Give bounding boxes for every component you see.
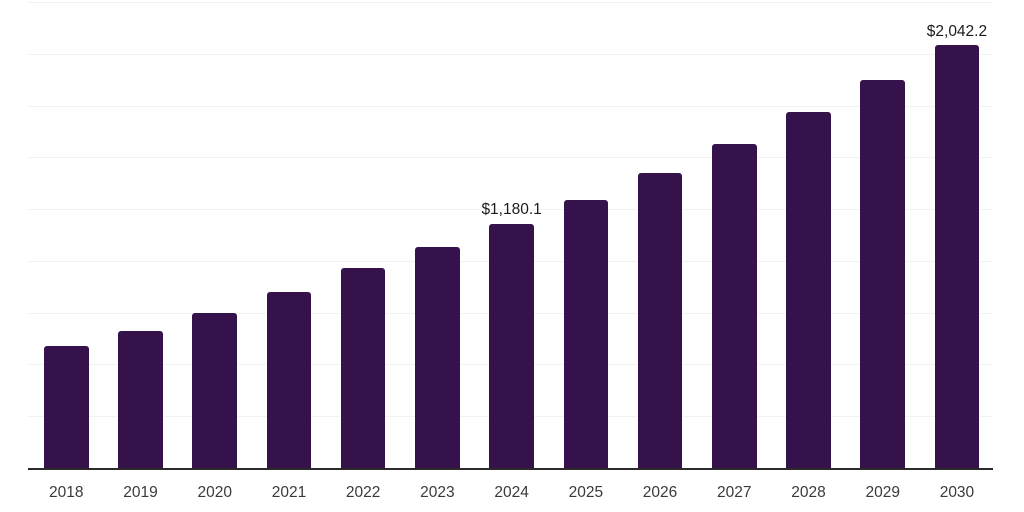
x-tick-label-2023: 2023 (420, 484, 455, 501)
gridline (28, 53, 993, 55)
bar-2026 (637, 172, 683, 468)
x-tick-label-2030: 2030 (939, 484, 975, 501)
x-tick-label-2019: 2019 (123, 484, 158, 501)
x-tick-label-2021: 2021 (271, 484, 307, 501)
bar-2023 (415, 247, 460, 468)
bar-2021 (266, 292, 312, 468)
bar-2019 (118, 331, 163, 468)
gridline (28, 157, 993, 159)
bar-2027 (712, 143, 757, 468)
bar-2025 (563, 199, 609, 468)
data-label-2024: $1,180.1 (481, 201, 542, 219)
x-tick-label-2024: 2024 (494, 484, 529, 501)
x-tick-label-2020: 2020 (197, 484, 232, 501)
bar-2024 (489, 223, 534, 468)
x-tick-label-2022: 2022 (345, 484, 381, 501)
bar-2030 (934, 45, 980, 468)
bar-2028 (786, 112, 831, 468)
gridline (28, 209, 993, 211)
gridline (28, 105, 993, 107)
x-tick-label-2026: 2026 (642, 484, 678, 501)
x-tick-label-2029: 2029 (865, 484, 900, 501)
x-tick-label-2018: 2018 (49, 484, 84, 501)
x-axis-line (28, 468, 993, 470)
x-tick-label-2025: 2025 (568, 484, 604, 501)
data-label-2030: $2,042.2 (926, 22, 988, 40)
x-tick-label-2028: 2028 (791, 484, 826, 501)
bar-2029 (860, 80, 905, 468)
bar-2020 (192, 313, 237, 468)
bar-2018 (44, 346, 89, 468)
bar-2022 (340, 268, 386, 468)
x-tick-label-2027: 2027 (717, 484, 752, 501)
gridline (28, 2, 993, 3)
